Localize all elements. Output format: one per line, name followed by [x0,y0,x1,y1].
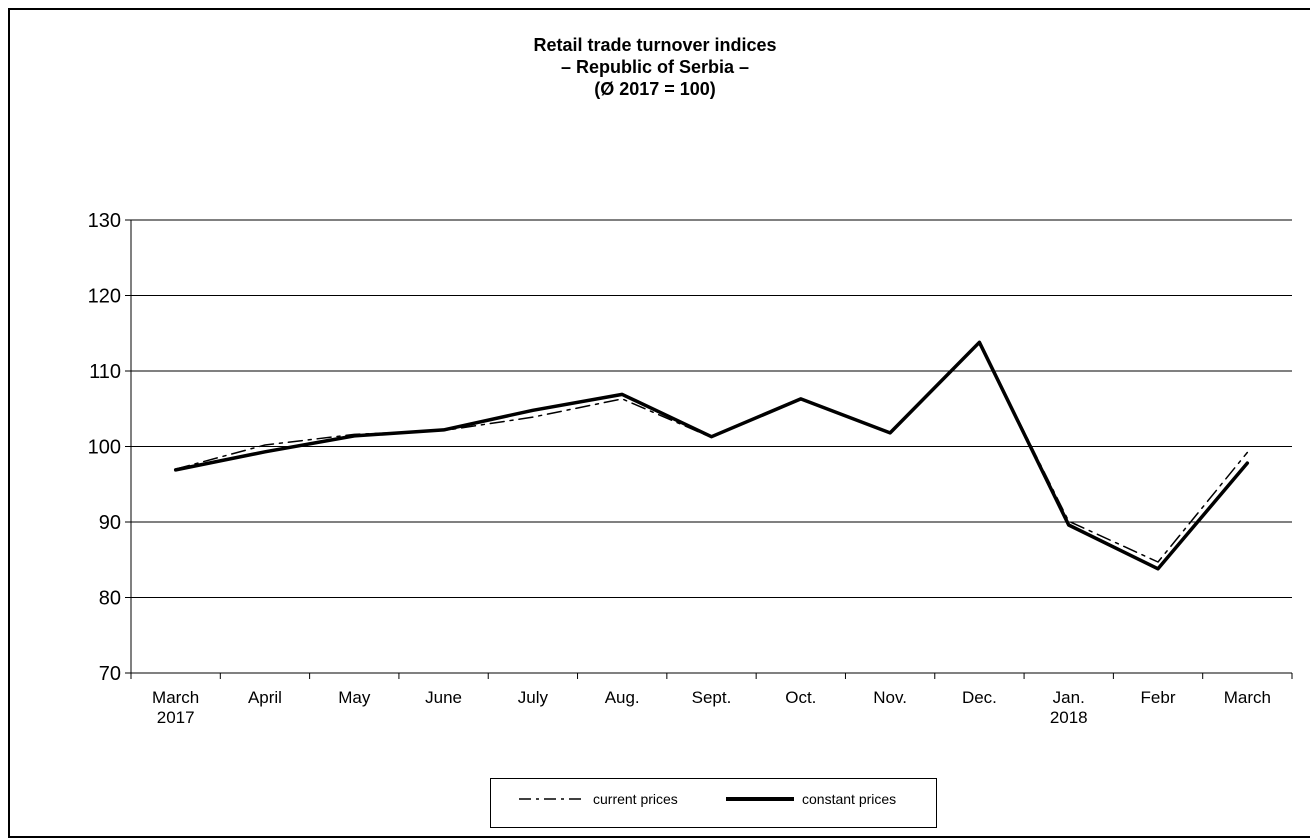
series-current-prices-line [176,342,1248,562]
x-tick-label: May [338,688,371,707]
series-lines [176,342,1248,569]
y-tick-label: 110 [89,361,121,383]
series-constant-prices-line [176,342,1248,569]
x-tick-label: April [248,688,282,707]
solid-line-icon [724,794,796,804]
x-tick-label: Nov. [873,688,907,707]
legend-label-current: current prices [593,791,678,807]
dash-dot-line-icon [517,794,587,804]
y-tick-label: 80 [99,588,121,610]
legend-item-constant: constant prices [724,791,896,807]
x-tick-label: Jan.2018 [1050,688,1088,727]
y-tick-labels: 70 80 90 100 110 120 130 [88,210,121,685]
legend: current prices constant prices [490,778,937,828]
axes [125,220,1292,679]
y-tick-label: 130 [88,210,121,232]
x-tick-label: Aug. [605,688,640,707]
y-tick-label: 100 [88,437,121,459]
x-tick-label: Dec. [962,688,997,707]
x-tick-label: Sept. [692,688,732,707]
x-tick-label: Febr [1141,688,1176,707]
x-tick-label: Oct. [785,688,816,707]
legend-label-constant: constant prices [802,791,896,807]
y-tick-label: 70 [99,663,121,685]
y-tick-label: 120 [88,286,121,308]
x-tick-label: March [1224,688,1271,707]
x-tick-label: June [425,688,462,707]
y-tick-label: 90 [99,512,121,534]
x-tick-label: July [518,688,549,707]
legend-item-current: current prices [517,791,678,807]
gridlines [131,220,1292,598]
